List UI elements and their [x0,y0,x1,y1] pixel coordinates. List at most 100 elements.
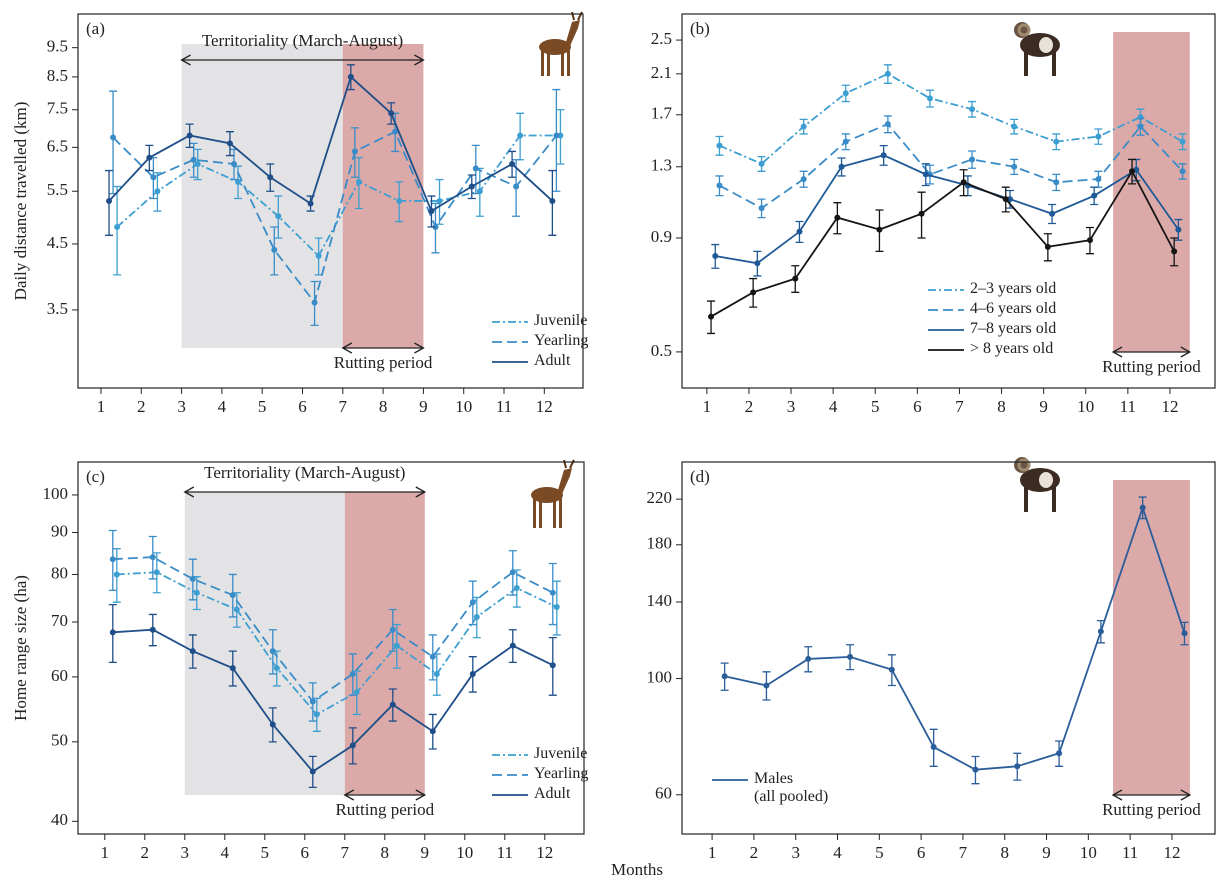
y-tick-label: 6.5 [47,136,68,155]
data-point [847,653,854,660]
legend-label: Juvenile [534,745,588,762]
series-line [715,154,1180,265]
x-tick-label: 3 [791,843,800,862]
x-tick-label: 11 [1120,397,1136,416]
data-point [193,589,200,596]
series-line [116,571,558,716]
data-point [473,613,480,620]
x-tick-label: 7 [955,397,964,416]
data-point [1053,138,1060,145]
series-line [719,72,1184,165]
data-point [884,121,891,128]
series-line [112,628,554,773]
data-point [960,179,967,186]
shaded-period [181,44,343,348]
data-point [429,653,436,660]
y-tick-label: 80 [51,563,68,582]
legend-entry: Juvenile [534,745,588,762]
y-tick-label: 90 [51,521,68,540]
legend-label: 2–3 years old [970,280,1057,297]
data-point [509,642,516,649]
data-point [763,682,770,689]
x-tick-label: 1 [101,843,110,862]
shaded-period [344,492,425,795]
data-point [436,197,443,204]
data-point [229,665,236,672]
x-tick-label: 4 [829,397,838,416]
data-point [315,252,322,259]
data-point [972,766,979,773]
legend-label: Juvenile [534,312,588,329]
data-point [792,275,799,282]
data-point [267,174,274,181]
x-tick-label: 4 [218,397,227,416]
deer-icon [539,11,583,76]
data-point [106,197,113,204]
legend-entry: Juvenile [534,312,588,329]
data-point [758,160,765,167]
x-tick-label: 2 [141,843,150,862]
x-tick-label: 3 [177,397,186,416]
data-point [186,132,193,139]
plot-frame [77,461,585,835]
data-point [1011,123,1018,130]
x-tick-label: 1 [708,843,717,862]
panel-label: (a) [86,19,105,38]
data-point [549,197,556,204]
x-tick-label: 6 [913,397,922,416]
x-tick-label: 9 [419,397,428,416]
data-point [432,223,439,230]
data-point [190,156,197,163]
data-point [513,183,520,190]
data-point [347,73,354,80]
y-tick-label: 70 [51,611,68,630]
y-tick-label: 180 [647,534,673,553]
data-point [476,188,483,195]
x-tick-label: 8 [1000,843,1009,862]
y-tick-label: 2.1 [651,63,672,82]
data-point [712,253,719,260]
legend-entry: Adult [534,352,570,369]
x-tick-label: 3 [787,397,796,416]
data-point [553,604,560,611]
x-tick-label: 6 [301,843,310,862]
data-point [309,698,316,705]
x-tick-label: 4 [833,843,842,862]
legend-entry: 2–3 years old [970,280,1057,297]
legend-label: Yearling [534,332,589,349]
annotation: Rutting period [1102,357,1201,376]
x-tick-label: 6 [298,397,307,416]
data-point [269,648,276,655]
error-bar [109,90,118,195]
x-tick-label: 4 [221,843,230,862]
data-point [1091,192,1098,199]
data-point [509,161,516,168]
x-tick-label: 7 [341,843,350,862]
data-point [388,110,395,117]
data-point [113,571,120,578]
data-point [311,299,318,306]
x-axis-label: Months [611,860,663,879]
data-point [1139,504,1146,511]
deer-icon [531,459,575,528]
data-point [1175,226,1182,233]
series-line [108,75,553,213]
data-point [389,626,396,633]
data-point [1044,243,1051,250]
series-line [112,556,554,703]
legend-label: 4–6 years old [970,300,1057,317]
data-point [149,554,156,561]
series-line [112,130,558,305]
data-point [754,260,761,267]
x-tick-label: 9 [421,843,430,862]
x-tick-label: 2 [750,843,759,862]
data-point [708,313,715,320]
annotation: Rutting period [335,800,434,819]
x-tick-label: 5 [261,843,270,862]
annotation: Territoriality (March-August) [204,463,405,482]
error-bar [113,185,122,276]
y-tick-label: 140 [647,591,673,610]
data-point [351,148,358,155]
x-tick-label: 1 [703,397,712,416]
